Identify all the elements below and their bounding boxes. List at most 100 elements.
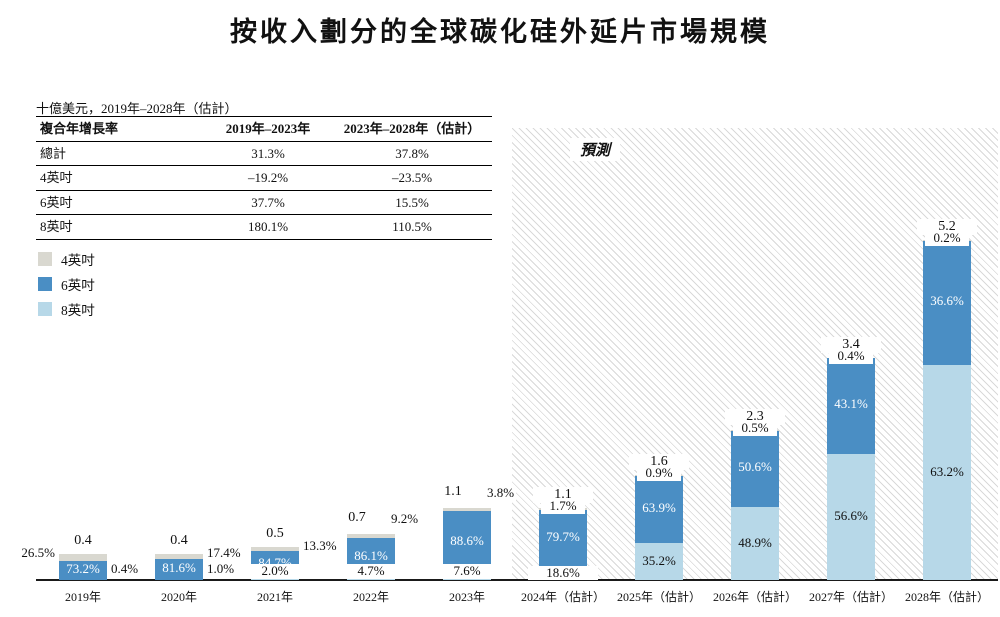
x-axis-label: 2023年 [448, 590, 485, 604]
pct-label-8in-2021: 2.0% [251, 563, 299, 579]
x-axis-label: 2026年（估計） [712, 590, 797, 604]
pct-label-8in-2019: 0.4% [111, 561, 139, 576]
cagr-header-metric: 複合年增長率 [40, 121, 119, 136]
cagr-row-label: 總計 [40, 145, 67, 161]
pct-label-4in-2028: 0.2% [925, 230, 969, 246]
legend-swatch [38, 301, 52, 316]
pct-label-6in-2023: 88.6% [450, 533, 484, 548]
cagr-table-body: 總計 31.3% 37.8% 4英吋 –19.2% –23.5% 6英吋 37.7% 15.5%… [36, 141, 492, 240]
legend-item: 4英吋 [38, 246, 95, 271]
page-title: 按收入劃分的全球碳化硅外延片市場規模 [230, 17, 770, 47]
cagr-row-value-2: 37.8% [395, 145, 429, 161]
total-label-2023: 1.1 [444, 484, 462, 499]
total-label-2021: 0.5 [266, 526, 284, 541]
cagr-header-row: 複合年增長率 2019年–2023年 2023年–2028年（估計） [36, 116, 492, 142]
pct-label-6in-2025: 63.9% [642, 499, 676, 515]
total-label-2022: 0.7 [348, 510, 366, 525]
total-label-2020: 0.4 [170, 533, 188, 548]
pct-label-6in-2022: 86.1% [354, 548, 388, 563]
legend-item: 6英吋 [38, 271, 95, 296]
legend-label: 6英吋 [61, 277, 95, 293]
segment-6in [59, 561, 107, 580]
pct-label-4in-2027: 0.4% [829, 348, 873, 364]
pct-label-8in-2027: 56.6% [834, 508, 868, 523]
segment-6in [731, 431, 779, 507]
x-axis-label: 2024年（估計） [520, 590, 605, 604]
cagr-header-period-1: 2019年–2023年 [225, 121, 311, 136]
x-axis-label: 2022年 [352, 590, 389, 604]
pct-label-4in-2023: 3.8% [485, 485, 517, 501]
pct-label-8in-2020: 1.0% [207, 561, 235, 576]
cagr-table-row: 4英吋 –19.2% –23.5% [36, 166, 492, 191]
segment-4in [443, 508, 491, 511]
pct-label-6in-2028: 36.6% [930, 293, 964, 308]
pct-label-4in-2026: 0.5% [733, 420, 777, 436]
segment-4in [251, 547, 299, 551]
cagr-row-label: 8英吋 [40, 219, 73, 235]
legend-swatch [38, 276, 52, 291]
x-axis-label: 2019年 [64, 590, 101, 604]
cagr-table-head: 複合年增長率 2019年–2023年 2023年–2028年（估計） [36, 116, 492, 142]
pct-label-6in-2027: 43.1% [834, 396, 868, 411]
x-axis-label: 2025年（估計） [616, 590, 701, 604]
units-note: 十億美元，2019年–2028年（估計） [36, 101, 238, 116]
bar-2028 [923, 240, 971, 580]
legend-label: 4英吋 [61, 252, 95, 268]
segment-4in [347, 534, 395, 538]
legend-item: 8英吋 [38, 296, 95, 321]
cagr-header-period-2: 2023年–2028年（估計） [343, 121, 481, 136]
segment-6in [923, 241, 971, 365]
cagr-table-row: 8英吋 180.1% 110.5% [36, 215, 492, 240]
total-label-2019: 0.4 [74, 533, 92, 548]
cagr-row-value-2: 110.5% [392, 219, 432, 235]
segment-8in [731, 507, 779, 580]
cagr-row-label: 4英吋 [40, 170, 73, 186]
x-axis-label: 2020年 [160, 590, 197, 604]
cagr-row-value-1: –19.2% [247, 170, 289, 186]
segment-8in [251, 579, 299, 580]
legend-label: 8英吋 [61, 302, 95, 318]
pct-label-4in-2022: 9.2% [389, 511, 421, 527]
x-axis-label: 2021年 [256, 590, 293, 604]
x-axis-line [36, 579, 998, 581]
pct-label-8in-2026: 48.9% [738, 534, 772, 550]
cagr-row-value-1: 31.3% [251, 145, 285, 161]
bar-2025 [635, 475, 683, 580]
pct-label-8in-2024: 18.6% [528, 565, 598, 581]
segment-6in [539, 510, 587, 567]
cagr-table: 複合年增長率 2019年–2023年 2023年–2028年（估計） 總計 31.… [36, 116, 492, 240]
pct-label-6in-2020: 81.6% [162, 559, 196, 575]
pct-label-8in-2023: 7.6% [443, 563, 491, 579]
cagr-table-row: 6英吋 37.7% 15.5% [36, 190, 492, 215]
pct-label-4in-2025: 0.9% [637, 465, 681, 481]
cagr-row-value-1: 180.1% [247, 219, 289, 235]
cagr-row-value-1: 37.7% [251, 194, 285, 210]
segment-8in [923, 365, 971, 580]
cagr-row-label: 6英吋 [40, 194, 73, 210]
pct-label-4in-2021: 13.3% [303, 538, 337, 553]
pct-label-4in-2020: 17.4% [207, 545, 241, 560]
segment-4in [59, 554, 107, 561]
bar-2020 [155, 554, 203, 580]
x-axis-label: 2028年（估計） [904, 590, 989, 604]
pct-label-4in-2024: 1.7% [541, 498, 585, 514]
forecast-label: 預測 [570, 138, 621, 161]
legend: 4英吋 6英吋 8英吋 [38, 246, 95, 321]
cagr-table-row: 總計 31.3% 37.8% [36, 141, 492, 166]
segment-8in [827, 454, 875, 580]
bar-2019 [59, 554, 107, 580]
bar-2026 [731, 430, 779, 580]
segment-4in [155, 554, 203, 559]
pct-label-8in-2025: 35.2% [642, 552, 676, 568]
segment-6in [155, 559, 203, 580]
pct-label-8in-2022: 4.7% [347, 563, 395, 579]
cagr-row-value-2: 15.5% [395, 194, 429, 210]
pct-label-8in-2028: 63.2% [930, 463, 964, 479]
segment-6in [827, 358, 875, 454]
bar-2027 [827, 358, 875, 580]
x-axis-label: 2027年（估計） [808, 590, 893, 604]
cagr-row-value-2: –23.5% [391, 170, 433, 186]
pct-label-4in-2019: 26.5% [21, 545, 55, 560]
